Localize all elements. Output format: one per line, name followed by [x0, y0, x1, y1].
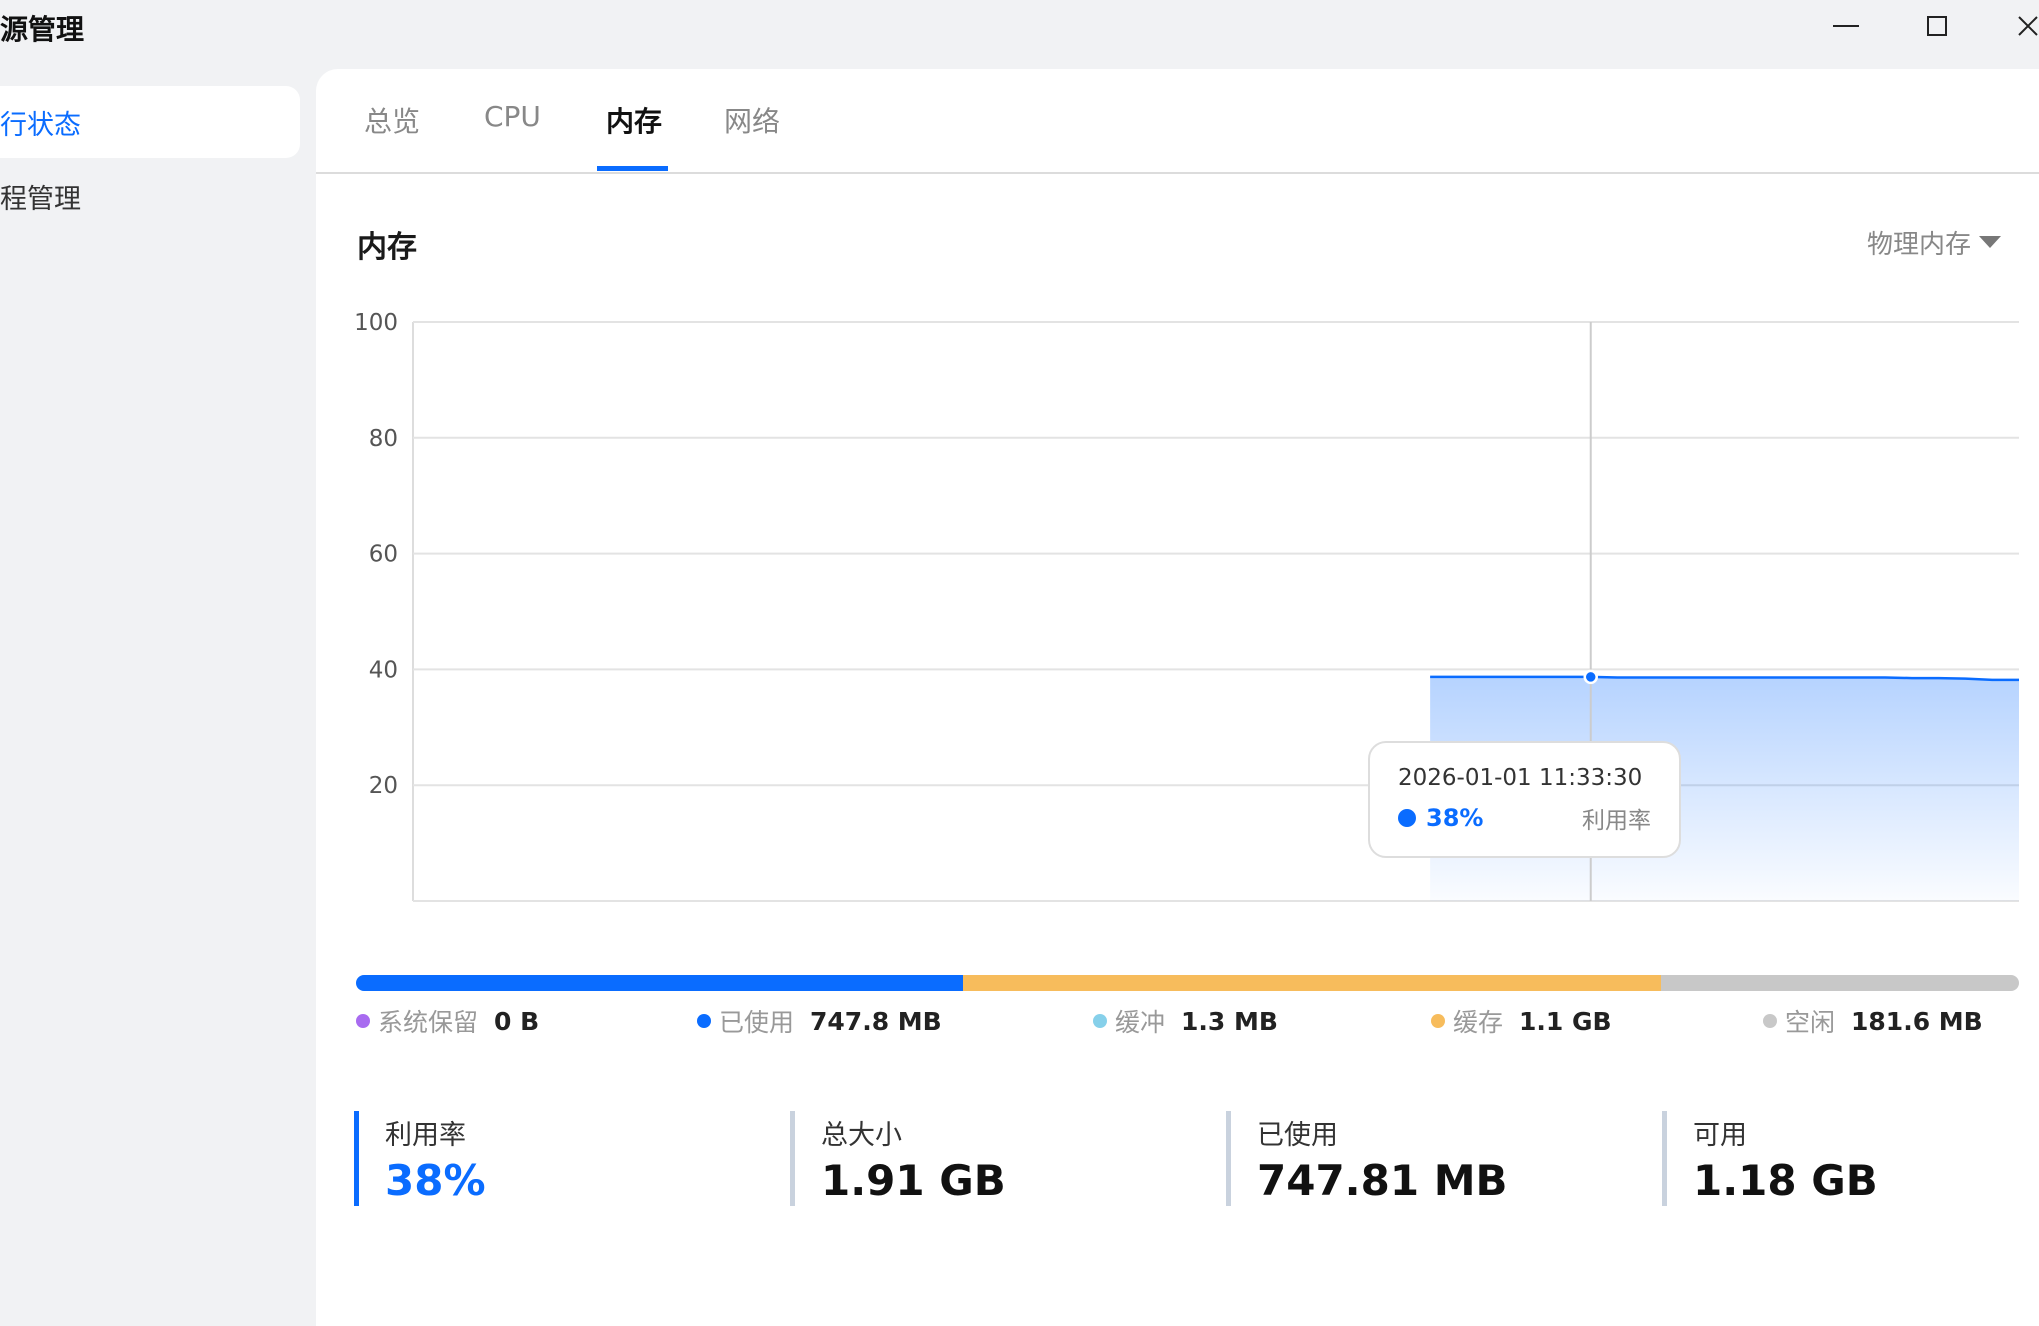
minimize-button[interactable]: [1824, 6, 1868, 46]
tab-divider: [316, 172, 2039, 174]
y-tick-label: 100: [354, 310, 398, 336]
legend-name: 空闲: [1785, 1008, 1836, 1037]
stat-label: 利用率: [385, 1120, 466, 1151]
tooltip-time: 2026-01-01 11:33:30: [1398, 765, 1643, 791]
legend-value: 747.8 MB: [810, 1006, 942, 1036]
stat-value: 1.18 GB: [1693, 1156, 1878, 1205]
legend-value: 0 B: [494, 1006, 540, 1036]
legend-name: 缓冲: [1115, 1008, 1166, 1037]
y-tick-label: 20: [369, 773, 398, 799]
minimize-icon: [1833, 25, 1859, 27]
usage-line: [1430, 675, 2019, 682]
y-tick-label: 60: [369, 542, 398, 568]
y-tick-label: 40: [369, 657, 398, 683]
memory-composition-bar: [356, 975, 2019, 991]
caret-down-icon: [1979, 235, 2002, 248]
memory-type-dropdown[interactable]: 物理内存: [1867, 224, 2002, 261]
legend-value: 1.3 MB: [1181, 1006, 1278, 1036]
stat-value: 1.91 GB: [821, 1156, 1006, 1205]
legend-dot-icon: [356, 1014, 370, 1028]
legend-dot-icon: [1763, 1014, 1777, 1028]
hover-point: [1583, 669, 1598, 685]
sidebar-item-process[interactable]: 程管理: [0, 160, 300, 232]
maximize-icon: [1927, 16, 1947, 36]
tooltip-series-label: 利用率: [1582, 808, 1651, 834]
chart-tooltip: 2026-01-01 11:33:30 38% 利用率: [1368, 741, 1681, 858]
stat-value: 38%: [385, 1156, 486, 1205]
legend-dot-icon: [1431, 1014, 1445, 1028]
stat-label: 总大小: [821, 1120, 902, 1151]
legend-item: 已使用 747.8 MB: [697, 1003, 942, 1039]
section-title: 内存: [357, 230, 417, 265]
sidebar-item-label: 行状态: [0, 109, 81, 141]
legend-dot-icon: [1093, 1014, 1107, 1028]
close-icon: [2018, 16, 2038, 36]
tab-network[interactable]: 网络: [724, 105, 781, 138]
stat-label: 已使用: [1257, 1120, 1338, 1151]
legend-item: 缓存 1.1 GB: [1431, 1003, 1612, 1039]
y-tick-label: 80: [369, 426, 398, 452]
stat-value: 747.81 MB: [1257, 1156, 1508, 1205]
series-dot-icon: [1398, 809, 1416, 827]
legend-name: 系统保留: [378, 1008, 479, 1037]
tooltip-value: 38%: [1426, 804, 1484, 832]
bar-segment: [962, 975, 1662, 991]
sidebar-item-status[interactable]: 行状态: [0, 86, 300, 158]
bar-segment: [1661, 975, 2019, 991]
memory-usage-chart: 20 40 60 80 100: [354, 310, 2019, 902]
tab-memory[interactable]: 内存: [606, 105, 663, 138]
maximize-button[interactable]: [1915, 6, 1959, 46]
close-button[interactable]: [2006, 6, 2039, 46]
stat-label: 可用: [1693, 1120, 1747, 1151]
legend-item: 系统保留 0 B: [356, 1003, 539, 1039]
legend-value: 181.6 MB: [1851, 1006, 1983, 1036]
stat-card: 总大小 1.91 GB: [790, 1111, 1006, 1206]
tab-cpu[interactable]: CPU: [484, 100, 541, 133]
legend-name: 缓存: [1453, 1008, 1504, 1037]
legend-value: 1.1 GB: [1519, 1006, 1612, 1036]
legend-item: 空闲 181.6 MB: [1763, 1003, 1983, 1039]
stat-card: 可用 1.18 GB: [1662, 1111, 1878, 1206]
legend-item: 缓冲 1.3 MB: [1093, 1003, 1278, 1039]
stat-card: 已使用 747.81 MB: [1226, 1111, 1508, 1206]
sidebar-item-label: 程管理: [0, 183, 81, 215]
dropdown-label: 物理内存: [1867, 230, 1972, 260]
active-tab-indicator: [597, 166, 668, 171]
legend-dot-icon: [697, 1014, 711, 1028]
app-title: 源管理: [0, 13, 85, 46]
legend-name: 已使用: [719, 1008, 795, 1037]
bar-segment: [356, 975, 963, 991]
tab-overview[interactable]: 总览: [364, 105, 421, 138]
stat-card: 利用率 38%: [354, 1111, 486, 1206]
